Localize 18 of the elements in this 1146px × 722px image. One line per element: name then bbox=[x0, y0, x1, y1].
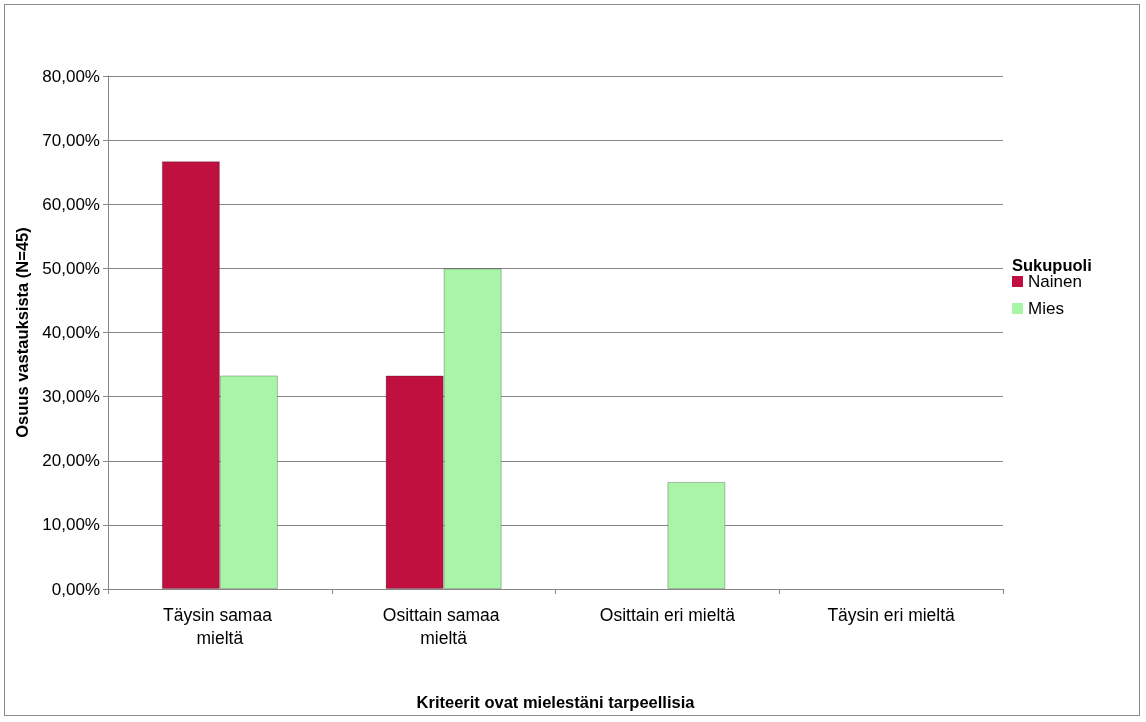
x-tick-label: Täysin eri mieltä bbox=[827, 604, 956, 625]
y-tick-label: 70,00% bbox=[42, 130, 100, 150]
x-tick-label: Osittain samaa mieltä bbox=[382, 604, 505, 648]
y-tick-label: 0,00% bbox=[51, 579, 100, 599]
legend-label: Mies bbox=[1028, 298, 1064, 318]
y-axis-title: Osuus vastauksista (N=45) bbox=[12, 227, 31, 438]
y-tick-label: 80,00% bbox=[42, 66, 100, 86]
y-tick-label: 10,00% bbox=[42, 515, 100, 535]
y-tick-label: 20,00% bbox=[42, 451, 100, 471]
y-tick-label: 30,00% bbox=[42, 387, 100, 407]
x-tick-label: Osittain eri mieltä bbox=[599, 604, 736, 625]
y-tick-label: 60,00% bbox=[42, 194, 100, 214]
y-tick-label: 50,00% bbox=[42, 258, 100, 278]
bar bbox=[667, 481, 726, 589]
x-axis-title: Kriteerit ovat mielestäni tarpeellisia bbox=[416, 692, 696, 711]
x-tick-label: Täysin samaa mieltä bbox=[162, 604, 277, 648]
y-tick-label: 40,00% bbox=[42, 322, 100, 342]
legend-title: Sukupuoli bbox=[1012, 255, 1092, 274]
